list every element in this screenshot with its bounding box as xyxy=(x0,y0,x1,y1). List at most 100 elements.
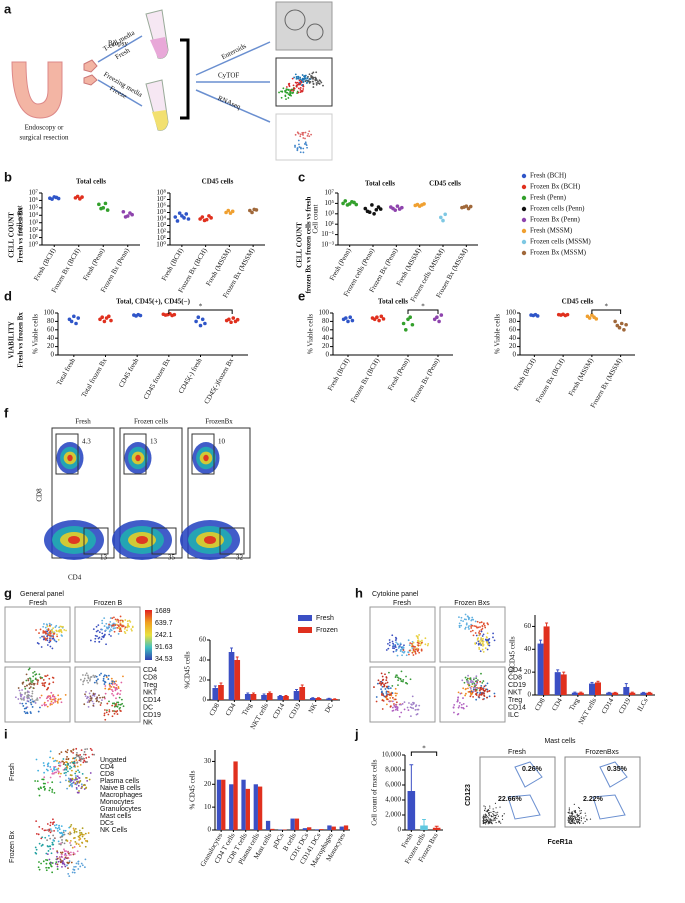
tsne-dot xyxy=(85,672,88,675)
y-tick-label: 0 xyxy=(326,351,330,359)
tsne-dot xyxy=(60,853,63,856)
tsne-dot xyxy=(467,617,470,620)
tsne-dot xyxy=(119,703,122,706)
tsne-dot xyxy=(72,853,75,856)
event xyxy=(582,822,584,824)
legend-entry: Frozen Bx (Penn) xyxy=(530,216,580,224)
tsne-dot xyxy=(52,818,54,821)
tsne-dot xyxy=(464,676,467,679)
tsne-dot xyxy=(64,750,67,753)
tsne-dot xyxy=(294,73,297,76)
tsne-dot xyxy=(295,76,298,79)
tsne-dot xyxy=(113,712,116,715)
tsne-dot xyxy=(299,87,302,89)
event xyxy=(589,818,592,820)
tsne-dot xyxy=(387,647,390,650)
significance-label: * xyxy=(199,303,203,311)
tsne-dot xyxy=(120,681,123,684)
tsne-dot xyxy=(465,687,467,690)
tsne-dot xyxy=(492,632,495,635)
tsne-dot xyxy=(453,711,455,714)
tsne-dot xyxy=(46,644,49,646)
dot xyxy=(172,312,177,317)
tsne-dot xyxy=(51,843,54,846)
tsne-dot xyxy=(103,683,106,685)
tsne-dot xyxy=(31,706,34,708)
tsne-dot xyxy=(37,642,40,645)
tsne-dot xyxy=(62,758,65,760)
bar xyxy=(543,626,550,695)
tsne-dot xyxy=(89,695,92,698)
tsne-dot xyxy=(401,651,404,653)
tsne-dot xyxy=(38,632,40,634)
tsne-dot xyxy=(89,678,92,681)
tsne-dot xyxy=(50,635,52,637)
tsne-dot xyxy=(471,680,474,683)
tsne-dot xyxy=(86,679,88,682)
tsne-dot xyxy=(23,699,25,701)
tsne-dot xyxy=(484,626,487,629)
bar xyxy=(302,828,308,830)
y-tick-label: 60 xyxy=(199,636,207,644)
tsne-dot xyxy=(78,777,80,779)
tsne-dot xyxy=(95,625,98,628)
tsne-dot xyxy=(398,703,401,706)
tsne-dot xyxy=(488,690,491,692)
tsne-dot xyxy=(87,832,90,834)
dot xyxy=(254,208,259,212)
bar xyxy=(261,695,267,700)
event xyxy=(578,819,580,822)
tsne-dot xyxy=(317,82,319,85)
tsne-dot xyxy=(68,826,71,829)
y-tick-label: 20 xyxy=(199,676,207,684)
tsne-dot xyxy=(49,766,52,768)
gate-value: 35 xyxy=(168,554,176,562)
y-tick-label: 0 xyxy=(208,826,212,834)
chart-title: Total cells xyxy=(378,298,408,306)
axis-label: FceR1a xyxy=(548,839,573,846)
tsne-dot xyxy=(38,788,40,791)
tsne-dot xyxy=(49,704,52,706)
tsne-dot xyxy=(480,628,483,631)
tsne-dot xyxy=(74,779,76,781)
tsne-dot xyxy=(79,838,82,840)
tsne-dot xyxy=(117,687,120,690)
tsne-dot xyxy=(385,676,388,678)
tsne-dot xyxy=(381,685,384,688)
dot xyxy=(378,207,383,211)
tsne-dot xyxy=(391,706,394,709)
dot xyxy=(235,317,240,322)
tsne-dot xyxy=(72,827,75,830)
tsne-dot xyxy=(383,684,386,687)
tube-media xyxy=(150,37,168,59)
tsne-dot xyxy=(416,713,419,715)
colorbar-label: 242.1 xyxy=(155,632,173,639)
dot xyxy=(50,197,54,201)
tsne-dot xyxy=(73,846,76,848)
tsne-dot xyxy=(88,756,90,759)
gate xyxy=(219,527,245,555)
tsne-dot xyxy=(36,699,39,701)
gate xyxy=(507,794,541,820)
x-tick-label: DC xyxy=(323,702,335,715)
tsne-dot xyxy=(78,790,80,792)
tsne-dot xyxy=(94,634,97,637)
bar xyxy=(560,674,567,695)
event xyxy=(488,813,490,816)
tsne-dot xyxy=(105,643,107,646)
significance-label: * xyxy=(421,303,425,311)
tsne-dot xyxy=(39,696,41,699)
tsne-dot xyxy=(98,640,101,643)
tsne-dot xyxy=(47,765,50,767)
tsne-dot xyxy=(19,702,21,705)
tsne-dot xyxy=(314,79,317,82)
tsne-dot xyxy=(51,781,54,784)
tsne-dot xyxy=(387,685,390,688)
tsne-dot xyxy=(69,853,72,856)
colorbar-label: 639.7 xyxy=(155,620,173,627)
tsne-dot xyxy=(53,837,56,840)
dot xyxy=(196,315,201,320)
tsne-dot xyxy=(306,134,309,137)
tsne-dot xyxy=(32,687,35,690)
dot xyxy=(344,316,348,320)
